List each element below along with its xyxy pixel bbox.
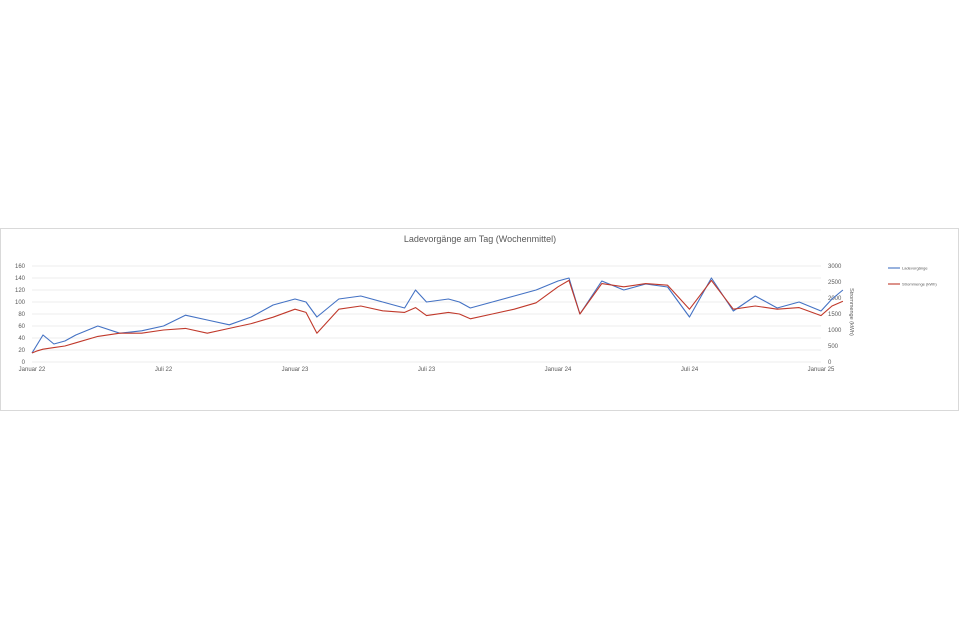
x-tick-label: Juli 23	[418, 367, 436, 373]
y2-tick-label: 2000	[828, 296, 842, 302]
y-axis-left: 0 20 40 60 80 100 120 140 160	[15, 264, 26, 366]
y2-tick-label: 1500	[828, 312, 842, 318]
x-tick-label: Januar 23	[282, 367, 309, 373]
y-axis-right: 0 500 1000 1500 2000 2500 3000	[828, 264, 842, 366]
series-line-strommenge	[31, 279, 844, 354]
y-tick-label: 60	[18, 324, 25, 330]
legend-label-0: Ladevorgänge	[902, 265, 928, 270]
y-tick-label: 40	[18, 336, 25, 342]
series-line-ladevorgaenge	[31, 277, 844, 354]
y-tick-label: 80	[18, 312, 25, 318]
y2-tick-label: 0	[828, 360, 832, 366]
x-tick-label: Januar 24	[545, 367, 572, 373]
y2-tick-label: 1000	[828, 328, 842, 334]
x-tick-label: Januar 25	[808, 367, 835, 373]
y-tick-label: 160	[15, 264, 26, 270]
x-tick-label: Januar 22	[19, 367, 46, 373]
x-tick-label: Juli 24	[681, 367, 699, 373]
y2-tick-label: 2500	[828, 280, 842, 286]
chart-title: Ladevorgänge am Tag (Wochenmittel)	[404, 234, 556, 244]
y2-axis-title: Strommenge (kWh)	[848, 288, 854, 336]
y-tick-label: 140	[15, 276, 26, 282]
y2-tick-label: 500	[828, 344, 839, 350]
legend: Ladevorgänge Strommenge (kWh)	[888, 265, 937, 286]
grid-lines	[32, 265, 821, 363]
series-lines	[31, 277, 844, 354]
legend-label-1: Strommenge (kWh)	[902, 281, 937, 286]
chart-frame	[0, 228, 959, 411]
x-tick-label: Juli 22	[155, 367, 173, 373]
y-tick-label: 120	[15, 288, 26, 294]
x-axis: Januar 22 Juli 22 Januar 23 Juli 23 Januar 2…	[19, 367, 835, 373]
y-tick-label: 20	[18, 348, 25, 354]
y-tick-label: 100	[15, 300, 26, 306]
y-tick-label: 0	[22, 360, 26, 366]
y2-tick-label: 3000	[828, 264, 842, 270]
